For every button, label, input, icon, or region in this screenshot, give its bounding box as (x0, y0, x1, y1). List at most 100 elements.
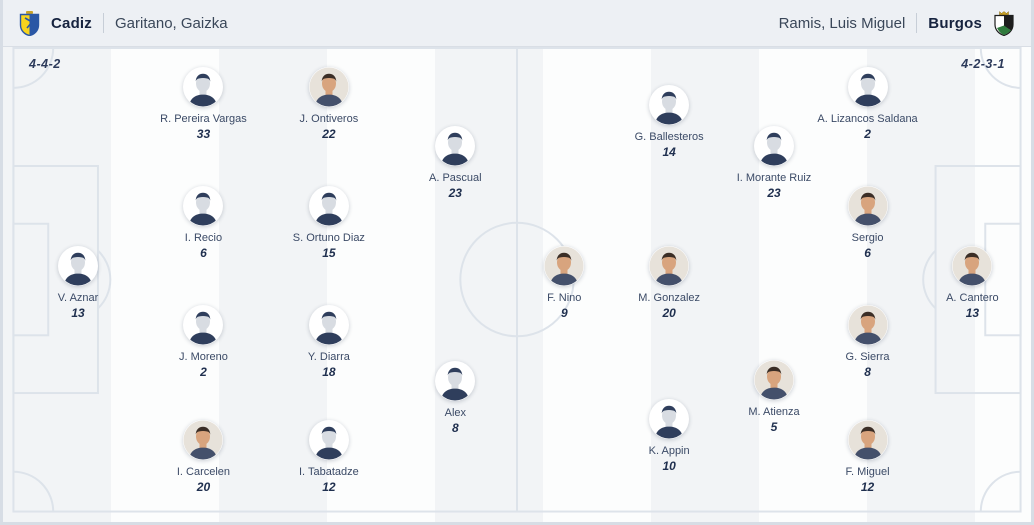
home-formation-label: 4-4-2 (29, 57, 61, 71)
player-home[interactable]: I. Tabatadze 12 (264, 420, 394, 494)
player-name: G. Ballesteros (634, 130, 704, 143)
player-avatar-icon (649, 399, 690, 440)
player-away[interactable]: F. Miguel 12 (803, 420, 933, 494)
player-name: V. Aznar (57, 291, 99, 304)
player-avatar-icon (847, 185, 888, 226)
player-home[interactable]: S. Ortuno Diaz 15 (264, 185, 394, 260)
player-name: S. Ortuno Diaz (292, 231, 365, 244)
player-home[interactable]: J. Moreno 2 (138, 304, 268, 379)
player-away[interactable]: G. Sierra 8 (803, 304, 933, 379)
player-number: 22 (322, 126, 336, 141)
player-home[interactable]: J. Ontiveros 22 (264, 66, 394, 141)
player-number: 33 (196, 126, 211, 141)
header-separator (916, 13, 918, 33)
lineup-panel: Cadiz Garitano, Gaizka Ramis, Luis Migue… (3, 0, 1031, 522)
player-away[interactable]: K. Appin 10 (604, 399, 734, 473)
player-avatar-icon (649, 245, 690, 286)
player-avatar-icon (649, 84, 690, 125)
player-name: Alex (444, 407, 467, 420)
home-team-header: Cadiz Garitano, Gaizka (19, 10, 228, 36)
player-name: A. Cantero (946, 291, 999, 304)
player-avatar-icon (435, 361, 476, 402)
player-away[interactable]: M. Atienza 5 (709, 360, 839, 434)
player-avatar-icon (183, 185, 224, 226)
player-number: 12 (322, 480, 336, 495)
player-number: 13 (71, 305, 85, 320)
player-number: 12 (860, 480, 875, 495)
player-number: 14 (662, 144, 676, 159)
pitch: 4-4-2 4-2-3-1 V. Aznar 13 R. Pereira Varg… (3, 47, 1031, 522)
player-number: 20 (662, 305, 676, 320)
player-number: 2 (200, 364, 207, 379)
player-avatar-icon (754, 360, 794, 401)
player-name: M. Gonzalez (638, 291, 701, 304)
player-number: 13 (965, 305, 980, 320)
player-away[interactable]: I. Morante Ruiz 23 (709, 125, 839, 200)
player-avatar-icon (847, 420, 888, 461)
player-name: I. Recio (184, 231, 223, 244)
player-name: F. Nino (547, 291, 582, 304)
cadiz-crest-icon (19, 10, 40, 36)
player-home[interactable]: A. Pascual 23 (390, 125, 520, 200)
player-avatar-icon (544, 245, 585, 286)
away-team-name: Burgos (928, 14, 982, 32)
player-avatar-icon (183, 304, 224, 345)
player-number: 6 (864, 245, 871, 260)
player-number: 20 (196, 480, 211, 495)
player-home[interactable]: V. Aznar 13 (13, 245, 143, 320)
player-number: 15 (322, 245, 336, 260)
player-away[interactable]: G. Ballesteros 14 (604, 84, 734, 159)
away-team-header: Ramis, Luis Miguel Burgos (778, 10, 1015, 36)
player-name: Y. Diarra (307, 350, 350, 363)
player-name: I. Morante Ruiz (736, 171, 812, 184)
away-manager-name: Ramis, Luis Miguel (778, 14, 906, 32)
player-number: 10 (662, 459, 676, 474)
player-name: I. Tabatadze (299, 466, 359, 479)
player-avatar-icon (183, 420, 224, 461)
player-number: 8 (864, 364, 871, 379)
player-home[interactable]: I. Carcelen 20 (138, 420, 268, 494)
player-name: A. Pascual (429, 171, 482, 184)
pitch-markings-icon (12, 47, 1022, 513)
player-name: M. Atienza (748, 406, 800, 419)
home-manager-name: Garitano, Gaizka (115, 14, 228, 32)
player-name: J. Moreno (178, 350, 228, 363)
player-number: 23 (448, 185, 462, 200)
player-avatar-icon (308, 66, 349, 107)
header-separator (103, 13, 105, 33)
player-name: G. Sierra (845, 350, 890, 363)
player-number: 23 (767, 185, 781, 200)
player-avatar-icon (308, 304, 349, 345)
player-number: 5 (770, 420, 778, 435)
player-name: K. Appin (648, 445, 690, 458)
player-avatar-icon (183, 66, 224, 107)
player-home[interactable]: Y. Diarra 18 (264, 304, 394, 379)
player-home[interactable]: Alex 8 (390, 361, 520, 435)
player-away[interactable]: A. Cantero 13 (907, 245, 1031, 320)
player-name: Sergio (851, 231, 884, 244)
player-avatar-icon (847, 66, 888, 107)
player-away[interactable]: M. Gonzalez 20 (604, 245, 734, 320)
player-home[interactable]: R. Pereira Vargas 33 (138, 66, 268, 141)
burgos-crest-icon (993, 10, 1015, 36)
player-number: 18 (322, 364, 336, 379)
home-team-name: Cadiz (51, 14, 93, 32)
player-number: 2 (864, 126, 871, 141)
player-home[interactable]: I. Recio 6 (138, 185, 268, 260)
player-avatar-icon (847, 304, 888, 345)
player-name: J. Ontiveros (299, 112, 359, 125)
away-formation-label: 4-2-3-1 (961, 57, 1005, 71)
player-avatar-icon (435, 125, 476, 166)
player-number: 9 (560, 305, 568, 320)
player-name: R. Pereira Vargas (160, 112, 247, 125)
player-number: 6 (200, 245, 207, 260)
player-name: A. Lizancos Saldana (817, 112, 918, 125)
player-away[interactable]: Sergio 6 (803, 185, 933, 260)
player-away[interactable]: A. Lizancos Saldana 2 (803, 66, 933, 141)
player-avatar-icon (952, 245, 993, 286)
player-number: 8 (451, 421, 459, 436)
player-avatar-icon (308, 420, 349, 461)
player-avatar-icon (308, 185, 349, 226)
player-away[interactable]: F. Nino 9 (499, 245, 629, 320)
